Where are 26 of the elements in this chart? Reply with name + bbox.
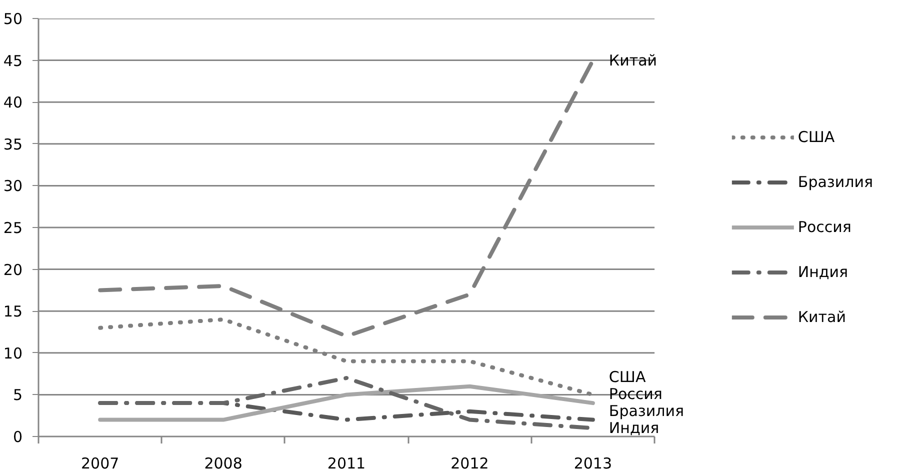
y-tick-label: 20: [3, 260, 23, 279]
legend-label: Индия: [798, 263, 848, 281]
y-tick-label: 15: [3, 302, 23, 321]
y-tick-label: 10: [3, 344, 23, 362]
y-tick-label: 0: [12, 428, 23, 446]
legend-label: Россия: [798, 218, 852, 236]
annotation: США: [608, 368, 646, 386]
x-tick-label: 2013: [574, 454, 612, 472]
y-tick-label: 5: [12, 386, 23, 404]
x-tick-label: 2007: [81, 454, 120, 472]
y-tick-label: 25: [3, 219, 23, 237]
x-tick-label: 2008: [204, 454, 242, 472]
annotation: Индия: [608, 419, 660, 438]
y-tick-label: 40: [3, 94, 23, 112]
y-tick-label: 35: [3, 135, 23, 154]
legend-label: Китай: [798, 308, 846, 326]
annotation: Китай: [608, 51, 658, 70]
x-tick-label: 2011: [327, 454, 366, 472]
y-tick-label: 30: [3, 177, 23, 196]
annotation: Бразилия: [608, 402, 684, 420]
y-tick-label: 45: [3, 52, 23, 70]
x-tick-label: 2012: [450, 454, 489, 472]
legend-label: США: [798, 128, 835, 146]
annotation: Россия: [608, 385, 662, 404]
legend-label: Бразилия: [798, 173, 873, 191]
y-tick-label: 50: [3, 10, 23, 28]
